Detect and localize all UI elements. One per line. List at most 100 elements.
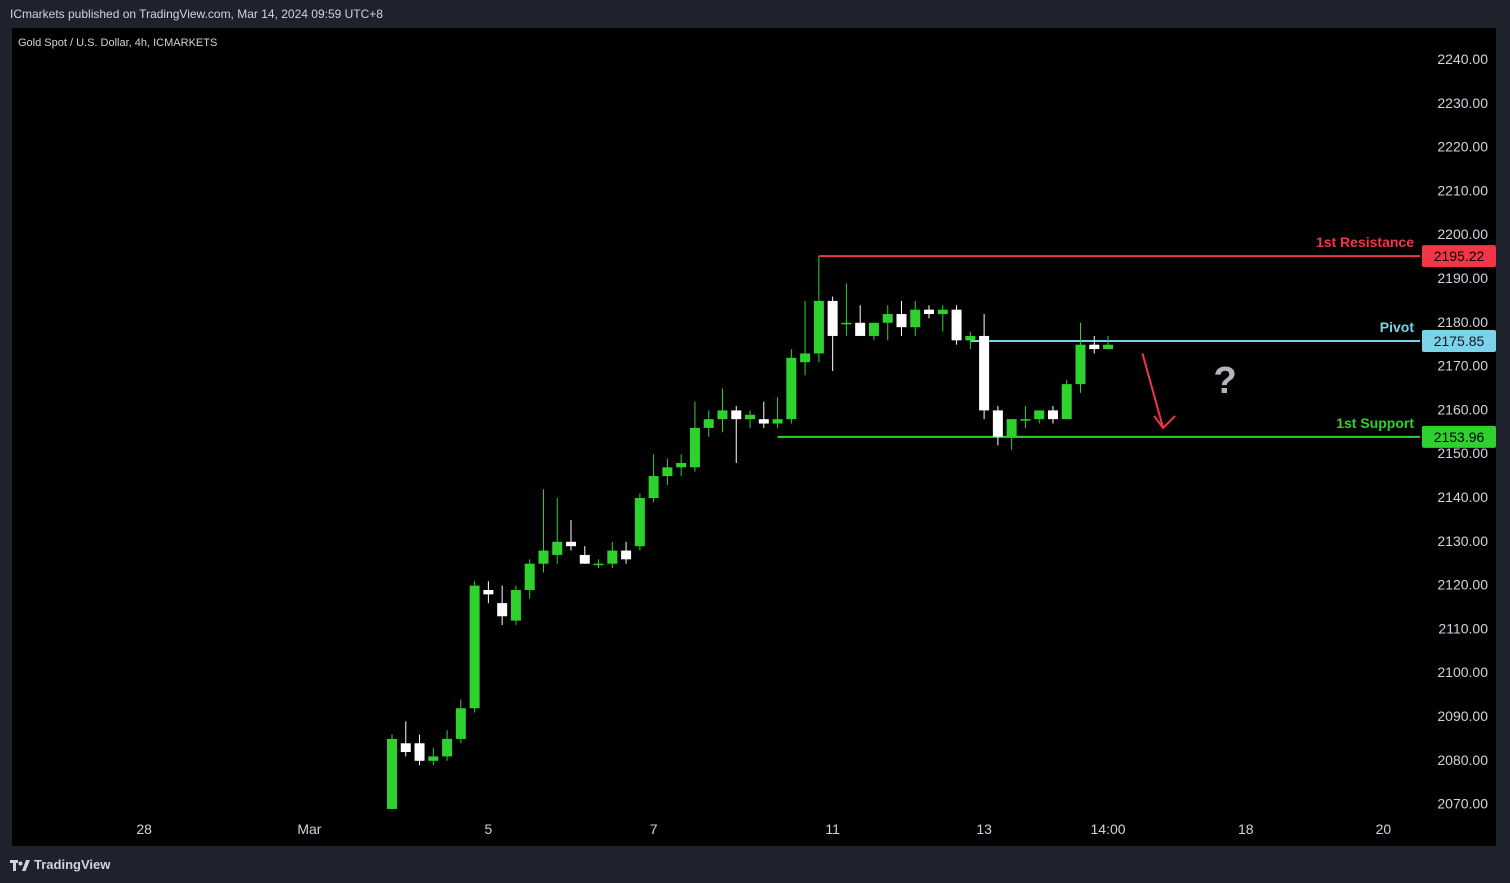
publish-header: ICmarkets published on TradingView.com, … [0, 0, 1510, 28]
candle-body [400, 743, 411, 753]
candle-body [841, 322, 852, 325]
candle-body [965, 335, 976, 341]
candle-body [676, 462, 687, 468]
y-tick-label: 2190.00 [1437, 270, 1488, 286]
y-tick-label: 2230.00 [1437, 95, 1488, 111]
candle-body [951, 309, 962, 341]
candle-body [868, 322, 879, 336]
time-axis[interactable]: 28 Mar 5 7 11 13 14:00 18 20 [136, 821, 1391, 837]
candle-body [1047, 410, 1058, 420]
y-tick-label: 2210.00 [1437, 182, 1488, 198]
x-tick-label: 20 [1376, 821, 1392, 837]
candle-body [387, 738, 397, 809]
candle-body [882, 314, 893, 323]
candle-body [1089, 344, 1100, 350]
candle-body [800, 353, 811, 363]
x-tick-label: 13 [976, 821, 992, 837]
candle-body [855, 322, 866, 336]
level-price-tag [1422, 425, 1496, 448]
candle-body [483, 589, 494, 595]
chart-title: Gold Spot / U.S. Dollar, 4h, ICMARKETS [18, 37, 217, 49]
level-layer: 1st Resistance Pivot 1st Support [777, 234, 1420, 438]
level-price-label: 2153.96 [1434, 429, 1485, 445]
y-tick-label: 2100.00 [1437, 664, 1488, 680]
x-tick-label: 5 [484, 821, 492, 837]
candle-body [566, 541, 577, 547]
level-name: 1st Resistance [1316, 234, 1414, 250]
tradingview-logo-icon [10, 859, 30, 871]
brand-label: TradingView [34, 857, 111, 872]
down-arrow-shaft [1141, 353, 1165, 429]
y-tick-label: 2160.00 [1437, 401, 1488, 417]
y-tick-label: 2240.00 [1437, 51, 1488, 67]
candle-body [731, 410, 742, 420]
candle-body [786, 357, 797, 420]
candle-body [937, 309, 948, 315]
candle-body [910, 309, 921, 328]
candle-body [992, 410, 1003, 437]
level-price-label: 2195.22 [1434, 248, 1485, 264]
level-price-tag [1422, 329, 1496, 352]
x-tick-label: 7 [650, 821, 658, 837]
level-price-label: 2175.85 [1434, 333, 1485, 349]
y-tick-label: 2080.00 [1437, 752, 1488, 768]
candle-body [924, 309, 935, 315]
y-tick-label: 2150.00 [1437, 445, 1488, 461]
y-tick-label: 2070.00 [1437, 796, 1488, 812]
y-tick-label: 2110.00 [1438, 620, 1488, 636]
candle-body [717, 410, 728, 420]
x-tick-label: 11 [825, 821, 840, 837]
candle-body [455, 708, 466, 739]
level-name: Pivot [1380, 319, 1415, 335]
candle-body [510, 589, 521, 621]
level-name: 1st Support [1336, 415, 1414, 431]
tradingview-brand[interactable]: TradingView [10, 857, 110, 872]
annotation-layer: ? [1141, 353, 1237, 430]
candle-body [896, 314, 907, 328]
candle-body [1061, 384, 1072, 420]
chart-area[interactable]: Gold Spot / U.S. Dollar, 4h, ICMARKETS 1… [12, 28, 1496, 846]
y-tick-label: 2090.00 [1437, 708, 1488, 724]
y-tick-label: 2200.00 [1437, 226, 1488, 242]
candle-body [469, 585, 480, 709]
candle-body [703, 419, 714, 428]
candle-body [607, 550, 618, 564]
candle-body [497, 603, 508, 617]
candle-body [621, 550, 632, 560]
x-tick-label: 14:00 [1091, 821, 1126, 837]
candle-body [1020, 419, 1031, 421]
candle-body [648, 476, 659, 498]
x-tick-label: 18 [1238, 821, 1254, 837]
down-arrow-head [1153, 415, 1176, 430]
candle-body [1103, 344, 1114, 350]
candle-body [745, 414, 756, 420]
candle-body [827, 300, 838, 336]
candle-layer [387, 256, 1114, 809]
footer-bar: TradingView [0, 846, 1510, 883]
y-tick-label: 2130.00 [1437, 533, 1488, 549]
candle-body [979, 335, 990, 411]
y-tick-label: 2140.00 [1437, 489, 1488, 505]
y-tick-label: 2120.00 [1437, 577, 1488, 593]
candle-body [813, 300, 824, 354]
candle-body [414, 743, 425, 761]
level-price-tag [1422, 245, 1496, 268]
candle-body [593, 563, 604, 566]
candle-body [524, 563, 535, 590]
candle-body [442, 738, 453, 757]
candle-body [1075, 344, 1086, 385]
price-chart[interactable]: Gold Spot / U.S. Dollar, 4h, ICMARKETS 1… [12, 28, 1496, 846]
candle-body [772, 419, 783, 424]
candle-body [1006, 419, 1017, 437]
candle-body [579, 554, 590, 564]
candle-body [1034, 410, 1045, 420]
y-tick-label: 2180.00 [1437, 314, 1488, 330]
price-axis[interactable]: 2240.00 2230.00 2220.00 2210.00 2200.00 2190.… [1422, 51, 1496, 812]
x-tick-label: 28 [136, 821, 152, 837]
candle-body [758, 419, 769, 424]
candle-body [689, 427, 700, 468]
candle-body [428, 756, 439, 761]
x-tick-label: Mar [297, 821, 321, 837]
candle-body [538, 550, 549, 564]
candle-body [634, 498, 645, 547]
